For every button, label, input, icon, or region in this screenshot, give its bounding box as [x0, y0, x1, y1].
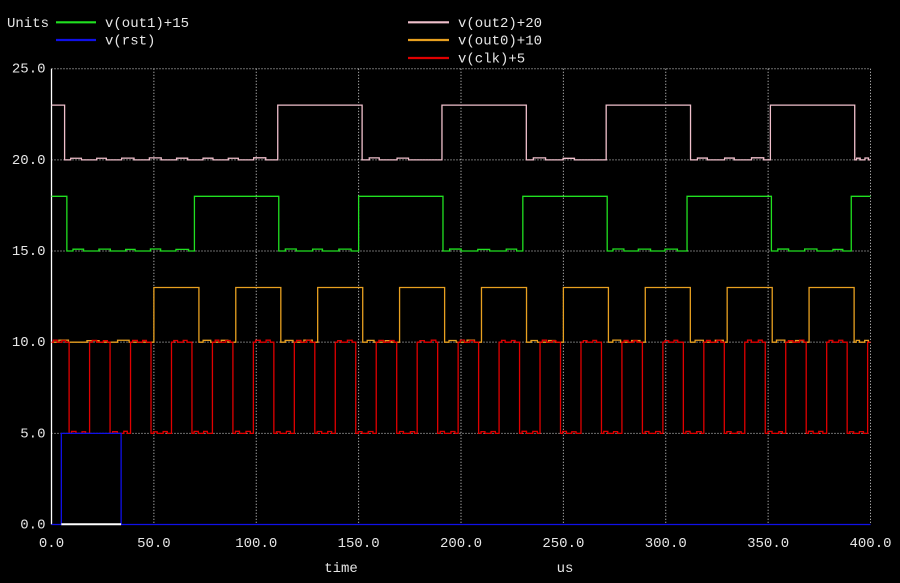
svg-text:350.0: 350.0 — [747, 536, 789, 552]
svg-text:v(out1)+15: v(out1)+15 — [105, 16, 189, 32]
svg-text:400.0: 400.0 — [849, 536, 891, 552]
svg-text:v(clk)+5: v(clk)+5 — [458, 52, 525, 68]
svg-text:150.0: 150.0 — [338, 536, 380, 552]
svg-text:v(out0)+10: v(out0)+10 — [458, 34, 542, 50]
svg-text:time: time — [324, 561, 358, 577]
svg-text:v(rst): v(rst) — [105, 34, 155, 50]
svg-text:0.0: 0.0 — [20, 518, 45, 534]
svg-text:Units: Units — [7, 16, 49, 32]
svg-text:v(out2)+20: v(out2)+20 — [458, 16, 542, 32]
svg-text:20.0: 20.0 — [12, 153, 46, 169]
svg-text:10.0: 10.0 — [12, 335, 46, 351]
svg-text:250.0: 250.0 — [542, 536, 584, 552]
svg-text:us: us — [557, 561, 574, 577]
svg-text:300.0: 300.0 — [645, 536, 687, 552]
svg-text:0.0: 0.0 — [39, 536, 64, 552]
svg-text:50.0: 50.0 — [137, 536, 171, 552]
svg-text:100.0: 100.0 — [235, 536, 277, 552]
svg-text:15.0: 15.0 — [12, 244, 46, 260]
svg-text:200.0: 200.0 — [440, 536, 482, 552]
svg-text:25.0: 25.0 — [12, 62, 46, 78]
svg-text:5.0: 5.0 — [20, 426, 45, 442]
